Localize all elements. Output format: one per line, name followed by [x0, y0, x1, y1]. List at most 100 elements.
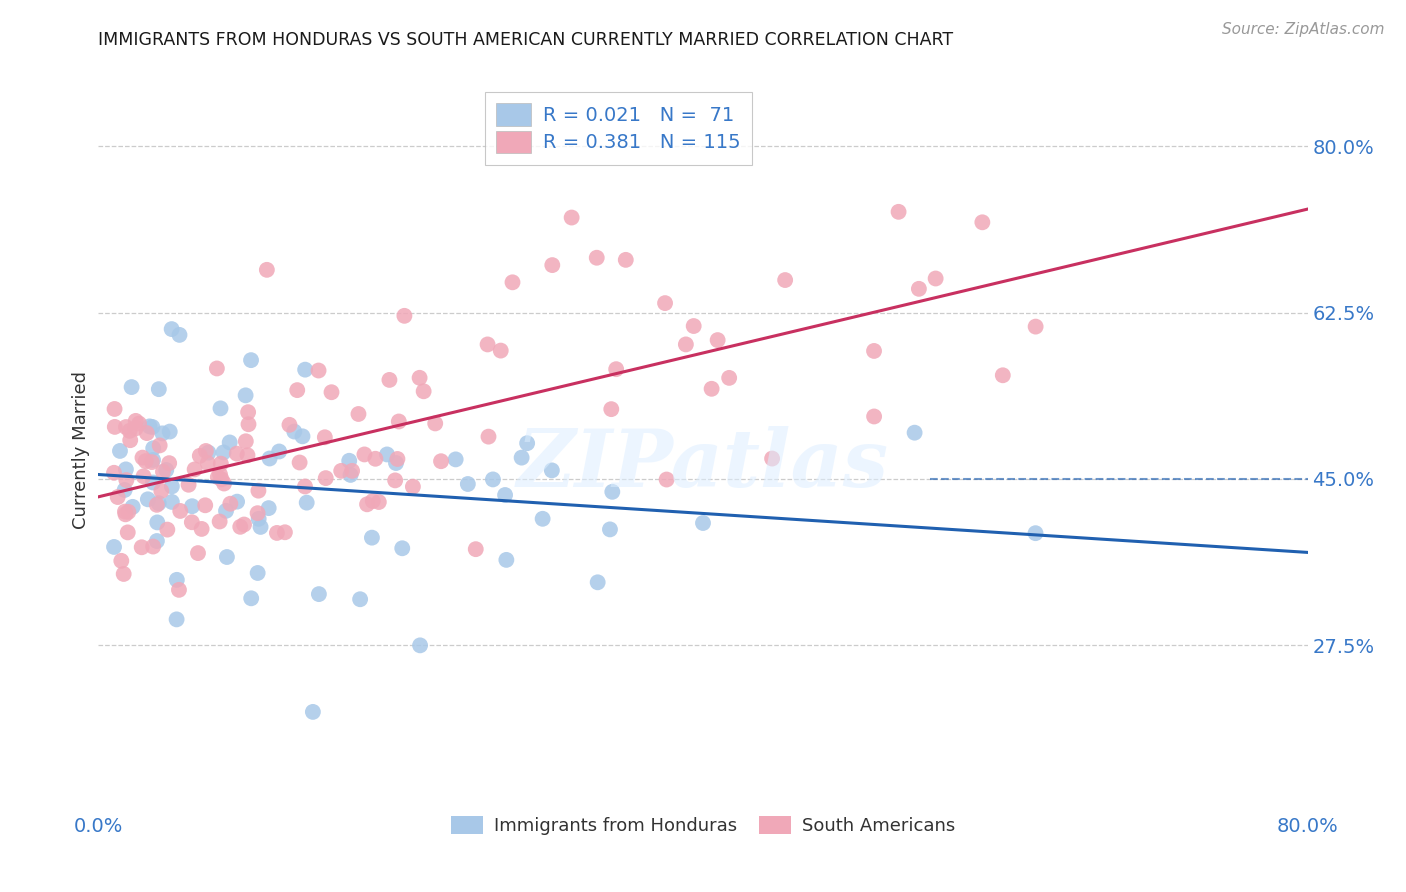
Point	[194, 444, 217, 458]
Point	[215, 504, 238, 518]
Point	[209, 457, 232, 471]
Point	[205, 361, 228, 376]
Point	[136, 492, 159, 507]
Point	[288, 455, 311, 469]
Point	[169, 504, 191, 518]
Point	[188, 449, 211, 463]
Point	[160, 495, 183, 509]
Point	[361, 494, 384, 508]
Point	[409, 638, 432, 652]
Point	[103, 401, 125, 416]
Point	[477, 429, 499, 443]
Point	[1024, 526, 1046, 541]
Point	[294, 362, 316, 376]
Point	[247, 512, 270, 526]
Point	[236, 405, 259, 419]
Point	[602, 484, 624, 499]
Point	[773, 273, 796, 287]
Point	[430, 454, 453, 468]
Point	[117, 525, 139, 540]
Point	[283, 425, 305, 439]
Point	[141, 455, 163, 469]
Point	[477, 337, 499, 351]
Point	[863, 409, 886, 424]
Point	[146, 516, 169, 530]
Point	[104, 420, 127, 434]
Point	[160, 322, 183, 336]
Point	[240, 591, 263, 606]
Point	[700, 382, 723, 396]
Point	[212, 476, 235, 491]
Point	[103, 466, 125, 480]
Point	[218, 435, 240, 450]
Point	[425, 417, 447, 431]
Point	[291, 429, 314, 443]
Point	[135, 454, 157, 468]
Point	[240, 353, 263, 368]
Point	[561, 211, 583, 225]
Point	[148, 382, 170, 396]
Point	[924, 271, 946, 285]
Point	[337, 454, 360, 468]
Point	[180, 515, 202, 529]
Point	[152, 465, 174, 479]
Point	[495, 553, 517, 567]
Point	[118, 424, 141, 438]
Point	[131, 450, 153, 465]
Point	[110, 554, 132, 568]
Point	[146, 498, 169, 512]
Point	[229, 520, 252, 534]
Point	[121, 380, 143, 394]
Point	[121, 500, 143, 514]
Point	[375, 447, 398, 461]
Point	[197, 445, 219, 459]
Point	[391, 541, 413, 556]
Point	[142, 540, 165, 554]
Point	[599, 522, 621, 536]
Point	[167, 582, 190, 597]
Point	[887, 204, 910, 219]
Point	[330, 464, 353, 478]
Point	[120, 433, 142, 447]
Point	[315, 471, 337, 485]
Point	[655, 473, 678, 487]
Point	[540, 463, 562, 477]
Point	[295, 495, 318, 509]
Point	[146, 534, 169, 549]
Point	[274, 525, 297, 540]
Point	[211, 472, 233, 486]
Point	[115, 420, 138, 434]
Point	[605, 362, 627, 376]
Point	[157, 456, 180, 470]
Point	[510, 450, 533, 465]
Point	[132, 469, 155, 483]
Point	[356, 497, 378, 511]
Point	[246, 566, 269, 580]
Point	[148, 496, 170, 510]
Point	[378, 373, 401, 387]
Point	[131, 541, 153, 555]
Point	[212, 445, 235, 459]
Point	[908, 282, 931, 296]
Point	[353, 447, 375, 461]
Point	[128, 417, 150, 431]
Point	[238, 417, 260, 432]
Point	[502, 275, 524, 289]
Point	[115, 462, 138, 476]
Point	[225, 447, 247, 461]
Point	[904, 425, 927, 440]
Point	[340, 464, 363, 478]
Point	[108, 444, 131, 458]
Point	[207, 470, 229, 484]
Point	[142, 453, 165, 467]
Point	[339, 467, 361, 482]
Point	[706, 333, 728, 347]
Point	[150, 483, 173, 498]
Point	[135, 426, 157, 441]
Point	[541, 258, 564, 272]
Point	[236, 448, 259, 462]
Point	[402, 480, 425, 494]
Point	[385, 456, 408, 470]
Point	[302, 705, 325, 719]
Point	[585, 251, 607, 265]
